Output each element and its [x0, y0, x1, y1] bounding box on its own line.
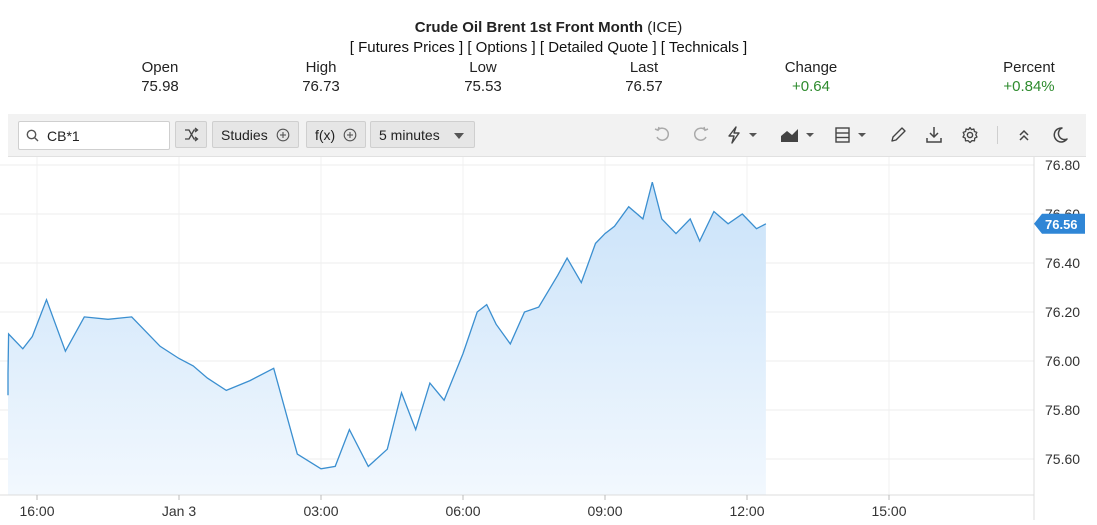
x-tick-label: 12:00 — [729, 503, 764, 519]
y-tick-label: 76.40 — [1045, 255, 1080, 271]
quote-last: Last 76.57 — [614, 58, 674, 96]
moon-icon[interactable] — [1050, 126, 1070, 144]
pencil-icon[interactable] — [888, 126, 908, 144]
y-tick-label: 76.00 — [1045, 353, 1080, 369]
high-value: 76.73 — [302, 78, 340, 95]
chart-title: Crude Oil Brent 1st Front Month (ICE) — [0, 19, 1097, 36]
chevron-down-icon — [454, 133, 464, 139]
gear-icon[interactable] — [960, 126, 980, 144]
chart-toolbar: Studies f(x) 5 minutes — [8, 114, 1086, 157]
interval-select[interactable]: 5 minutes — [370, 121, 475, 148]
technicals-link[interactable]: [ Technicals ] — [660, 39, 748, 56]
search-icon — [26, 129, 39, 142]
open-label: Open — [141, 59, 179, 76]
x-tick-label: Jan 3 — [162, 503, 196, 519]
last-value: 76.57 — [625, 78, 663, 95]
studies-button[interactable]: Studies — [212, 121, 299, 148]
quote-open: Open 75.98 — [130, 58, 190, 96]
studies-label: Studies — [221, 127, 268, 143]
change-value: +0.64 — [792, 78, 830, 95]
x-tick-label: 09:00 — [587, 503, 622, 519]
functions-button[interactable]: f(x) — [306, 121, 367, 148]
last-price-tag — [1034, 213, 1085, 234]
options-link[interactable]: [ Options ] — [467, 39, 536, 56]
fx-label: f(x) — [315, 127, 336, 143]
shuffle-icon — [185, 127, 199, 142]
last-price-label: 76.56 — [1045, 217, 1078, 232]
y-tick-label: 76.20 — [1045, 304, 1080, 320]
toolbar-divider — [997, 126, 998, 144]
last-label: Last — [629, 59, 659, 76]
plus-circle-icon — [343, 128, 357, 142]
undo-icon[interactable] — [653, 126, 673, 144]
price-area — [8, 182, 766, 495]
quote-low: Low 75.53 — [453, 58, 513, 96]
exchange-label: (ICE) — [647, 19, 683, 36]
change-label: Change — [784, 59, 838, 76]
symbol-search[interactable] — [18, 121, 170, 150]
x-tick-label: 15:00 — [871, 503, 906, 519]
redo-icon[interactable] — [690, 126, 710, 144]
plus-circle-icon — [276, 128, 289, 142]
low-value: 75.53 — [464, 78, 502, 95]
lightning-icon[interactable] — [726, 126, 762, 144]
compare-button[interactable] — [175, 121, 207, 148]
y-tick-label: 76.80 — [1045, 157, 1080, 173]
high-label: High — [305, 59, 337, 76]
open-value: 75.98 — [141, 78, 179, 95]
layout-icon[interactable] — [834, 126, 874, 144]
x-tick-label: 03:00 — [303, 503, 338, 519]
interval-label: 5 minutes — [379, 127, 440, 143]
low-label: Low — [469, 59, 497, 76]
quote-percent: Percent +0.84% — [994, 58, 1064, 96]
y-tick-label: 75.80 — [1045, 402, 1080, 418]
quote-high: High 76.73 — [291, 58, 351, 96]
x-tick-label: 06:00 — [445, 503, 480, 519]
price-line — [7, 181, 767, 470]
quote-links: [ Futures Prices ] [ Options ] [ Detaile… — [0, 39, 1097, 56]
percent-value: +0.84% — [1003, 78, 1055, 95]
collapse-icon[interactable] — [1014, 126, 1034, 144]
download-icon[interactable] — [924, 126, 944, 144]
instrument-name: Crude Oil Brent 1st Front Month — [414, 19, 644, 36]
symbol-input[interactable] — [45, 125, 167, 147]
chart-type-icon[interactable] — [780, 126, 820, 144]
quote-change: Change +0.64 — [776, 58, 846, 96]
percent-label: Percent — [1003, 59, 1055, 76]
y-tick-label: 75.60 — [1045, 451, 1080, 467]
futures-prices-link[interactable]: [ Futures Prices ] — [349, 39, 464, 56]
detailed-quote-link[interactable]: [ Detailed Quote ] — [539, 39, 657, 56]
x-tick-label: 16:00 — [19, 503, 54, 519]
